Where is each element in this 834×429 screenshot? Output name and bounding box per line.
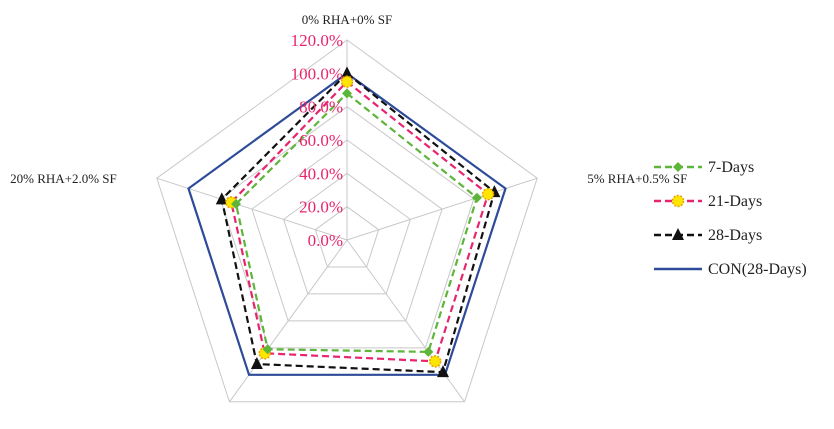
grid-ring <box>314 206 380 268</box>
data-point <box>481 187 495 201</box>
legend-label: 28-Days <box>708 227 762 244</box>
legend-marker <box>672 228 684 240</box>
legend: 7-Days 21-Days 28-Days CON(28-Days) <box>654 159 807 278</box>
data-point <box>250 357 263 370</box>
legend-label: 7-Days <box>708 159 754 176</box>
data-point <box>262 344 273 355</box>
radial-tick-label: 0.0% <box>308 231 343 250</box>
radial-tick-label: 60.0% <box>299 131 343 150</box>
radial-tick-label: 80.0% <box>299 98 343 117</box>
legend-item: CON(28-Days) <box>654 261 807 278</box>
legend-label: 21-Days <box>708 193 762 210</box>
series-line <box>220 71 496 374</box>
series-line <box>230 80 490 363</box>
data-point <box>471 192 482 203</box>
legend-item: 28-Days <box>654 227 762 244</box>
series-28-Days <box>215 66 501 378</box>
series-line <box>187 71 507 376</box>
radial-tick-label: 40.0% <box>299 164 343 183</box>
legend-marker <box>673 162 683 172</box>
data-point <box>437 365 450 378</box>
radial-tick-label: 100.0% <box>291 64 343 83</box>
grid-ring <box>251 139 443 322</box>
category-label: 20% RHA+2.0% SF <box>10 171 117 186</box>
legend-item: 7-Days <box>654 159 754 176</box>
legend-item: 21-Days <box>654 193 762 210</box>
data-point <box>231 198 242 209</box>
data-point <box>341 66 353 79</box>
data-point <box>215 192 228 205</box>
series-7-Days <box>231 88 482 357</box>
category-label: 0% RHA+0% SF <box>302 12 392 27</box>
data-point <box>342 88 352 99</box>
series-21-Days <box>225 75 495 368</box>
data-point <box>340 75 354 88</box>
grid-ring <box>156 39 538 403</box>
grid-ring <box>219 106 475 349</box>
series-CON(28-Days) <box>187 71 507 376</box>
tick-layer: 0.0% 20.0% 40.0% 60.0% 80.0% 100.0% 120.0% <box>291 31 343 250</box>
series-line <box>234 91 479 354</box>
radial-tick-label: 120.0% <box>291 31 343 50</box>
category-label: 5% RHA+0.5% SF <box>587 171 687 186</box>
data-point <box>423 346 434 357</box>
grid-ring <box>283 172 411 295</box>
grid-spoke <box>346 177 538 241</box>
legend-label: CON(28-Days) <box>708 261 807 278</box>
series-layer <box>187 66 507 378</box>
data-point <box>428 355 442 368</box>
radial-tick-label: 20.0% <box>299 198 343 217</box>
legend-marker <box>671 194 685 208</box>
